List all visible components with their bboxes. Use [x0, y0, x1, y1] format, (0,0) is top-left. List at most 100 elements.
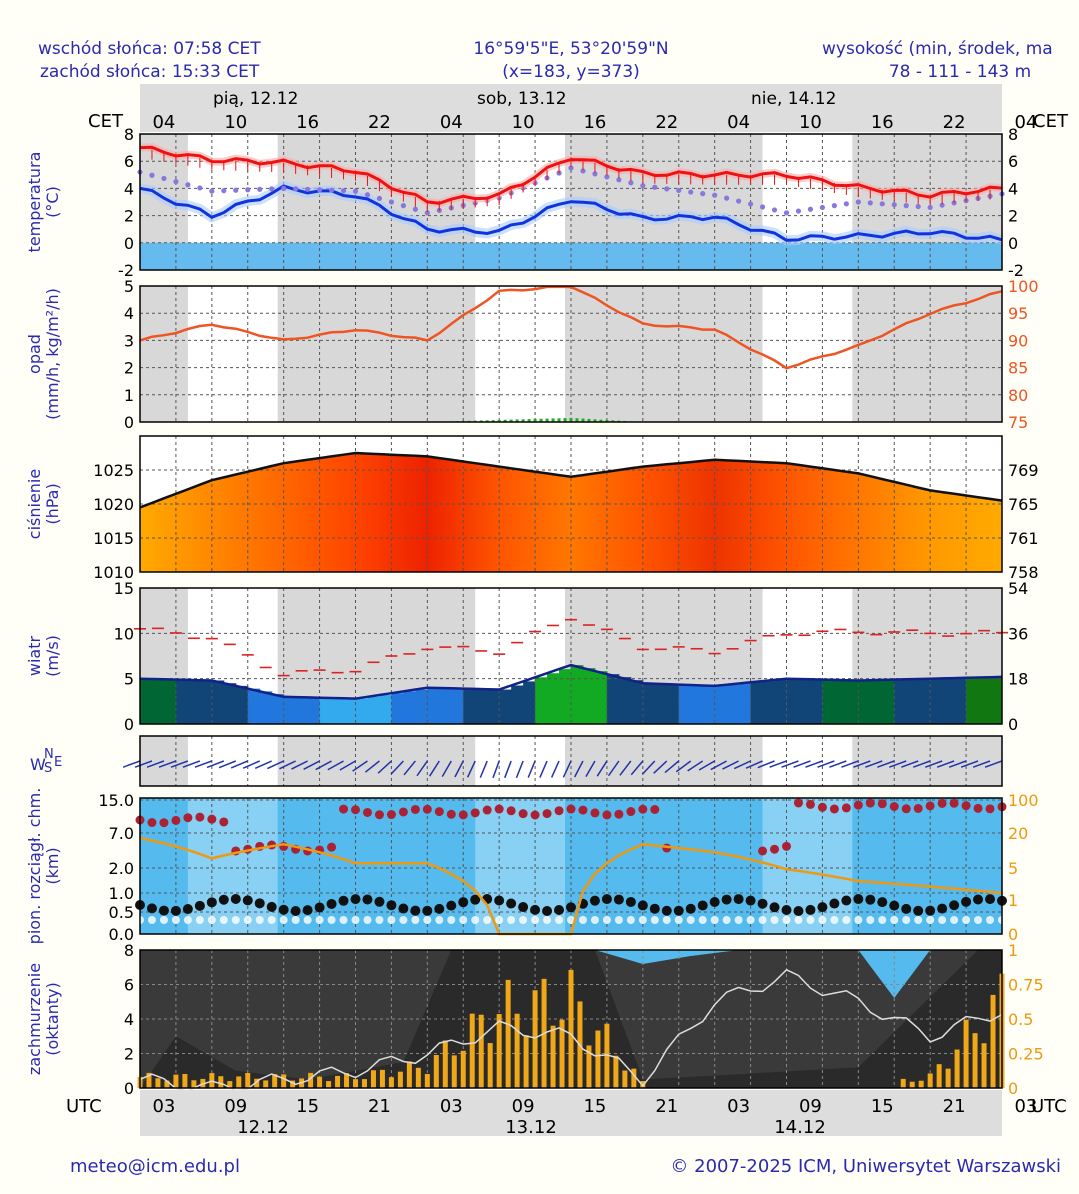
y-tick-left: 0.5: [109, 903, 134, 922]
wind-direction-arrow: [403, 760, 416, 776]
day-label-bottom: 14.12: [774, 1117, 826, 1138]
cloud-base-dot: [242, 895, 253, 906]
utc-tick: 03: [440, 1096, 463, 1117]
wind-direction-arrow: [805, 760, 823, 768]
perceived-temp-dot: [161, 175, 167, 182]
perceived-temp-dot: [412, 206, 418, 212]
wind-direction-arrow: [912, 760, 931, 768]
wind-speed-bar: [762, 681, 776, 724]
cloud-fog-dot: [255, 916, 264, 924]
fog-probability-bar: [550, 1025, 556, 1088]
fog-probability-bar: [936, 1064, 942, 1088]
cloud-fog-dot: [650, 916, 659, 924]
top-axis-band: [140, 84, 1002, 132]
wind-direction-arrow: [585, 760, 596, 777]
fog-probability-bar: [370, 1070, 376, 1088]
fog-probability-bar: [335, 1075, 341, 1088]
wind-direction-arrow: [206, 760, 225, 769]
wind-speed-bar: [140, 678, 153, 724]
wind-speed-bar: [690, 685, 704, 724]
wind-speed-bar: [594, 671, 608, 724]
perceived-temp-dot: [831, 203, 837, 209]
cloud-base-dot: [146, 903, 157, 914]
fog-probability-bar: [236, 1076, 242, 1088]
perceived-temp-dot: [388, 199, 395, 205]
cloud-base-dot: [278, 904, 289, 915]
wind-speed-bar: [439, 688, 452, 724]
wind-direction-arrow: [441, 760, 452, 777]
contact-email[interactable]: meteo@icm.edu.pl: [70, 1156, 240, 1177]
cloud-base-dot: [685, 903, 696, 914]
cloud-top-dot: [817, 802, 827, 812]
bottom-axis-band: [140, 1090, 1002, 1136]
y-tick-left: 8: [124, 941, 134, 960]
cloud-fog-dot: [159, 916, 168, 924]
daylight-band: [187, 798, 278, 934]
wind-direction-arrow: [315, 760, 332, 771]
fog-probability-bar: [281, 1074, 287, 1088]
fog-probability-bar: [487, 1043, 493, 1088]
perceived-temp-dot: [257, 186, 263, 192]
perceived-temp-dot: [568, 165, 574, 171]
wind-direction-arrow: [877, 760, 895, 768]
y-tick-left: 15: [114, 579, 134, 598]
y-tick-right: 100: [1008, 791, 1039, 810]
wind-speed-bar: [559, 669, 572, 724]
cloud-fog-dot: [674, 916, 683, 924]
cloud-base-dot: [961, 896, 972, 907]
wind-speed-bar: [834, 679, 847, 724]
cloud-fog-dot: [375, 916, 384, 924]
wind-speed-bar: [523, 681, 536, 724]
panel-frame: [139, 587, 1003, 725]
cloud-top-dot: [901, 804, 911, 814]
fog-probability-bar: [254, 1078, 260, 1088]
cloud-fog-dot: [626, 916, 635, 924]
wind-speed-bar: [151, 678, 165, 724]
wind-speed-bar: [319, 697, 333, 724]
y-tick-left: 1015: [93, 529, 134, 548]
wind-direction-arrow: [134, 760, 153, 768]
wind-speed-bar: [642, 683, 656, 724]
cloud-base-dot: [925, 905, 936, 916]
cloud-top-dot: [590, 808, 600, 818]
cloud-base-dot: [506, 898, 517, 909]
perceived-temp-dot: [724, 195, 730, 201]
wind-speed-bar: [942, 678, 955, 724]
cloud-top-dot: [482, 805, 492, 815]
precip-bar: [611, 420, 615, 422]
perceived-temp-dot: [209, 188, 215, 194]
cloud-fog-dot: [830, 916, 839, 924]
fog-probability-bar: [972, 1033, 978, 1088]
perceived-temp-dot: [903, 203, 909, 209]
y-axis-label: zachmurzenie(oktanty): [25, 963, 62, 1075]
wind-direction-arrow: [182, 760, 201, 768]
wind-direction-arrow: [158, 760, 177, 768]
wind-direction-arrow: [122, 760, 141, 768]
cloud-top-dot: [159, 818, 169, 828]
y-tick-left: -2: [118, 261, 134, 280]
fog-probability-bar: [245, 1072, 251, 1088]
cloud-fog-dot: [758, 916, 767, 924]
y-tick-right: 0: [1008, 715, 1018, 734]
perceived-temp-dot: [939, 202, 945, 208]
compass-label: W: [30, 755, 46, 774]
cloud-fog-dot: [914, 916, 923, 924]
y-axis-label: opad(mm/h, kg/m²/h): [25, 288, 62, 420]
perceived-temp-dot: [688, 189, 694, 195]
perceived-temp-dot: [747, 201, 754, 207]
utc-tick: 03: [152, 1096, 175, 1117]
cloud-fog-dot: [926, 916, 935, 924]
cloud-base-dot: [458, 897, 469, 908]
cloud-top-dot: [422, 804, 432, 814]
wind-speed-bar: [678, 684, 692, 724]
cloud-fog-dot: [567, 916, 575, 924]
cloud-top-dot: [961, 801, 971, 811]
precip-bar: [527, 419, 531, 422]
panel-frame: [139, 435, 1003, 573]
wind-speed-bar: [235, 685, 249, 724]
wind-direction-arrow: [146, 760, 165, 768]
cloud-fog-dot: [950, 916, 959, 924]
cloud-base-dot: [386, 900, 397, 911]
utc-tick: 15: [871, 1096, 894, 1117]
wind-direction-arrow: [466, 760, 476, 778]
